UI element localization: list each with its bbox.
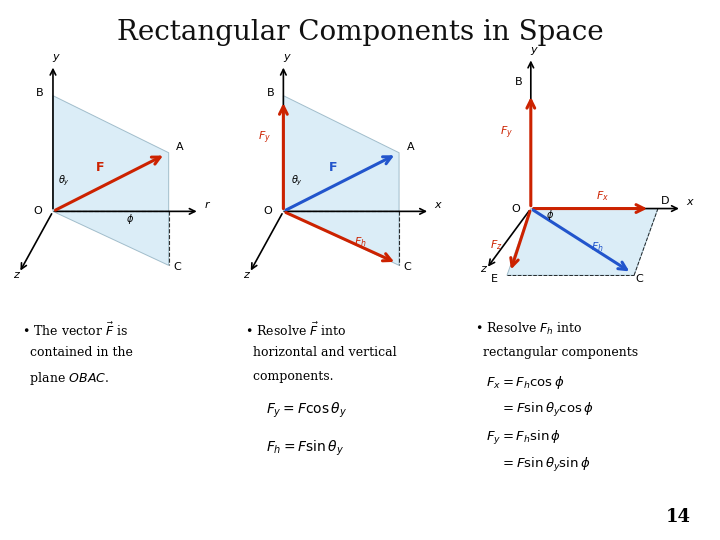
Text: x: x [435,200,441,210]
Text: $\mathbf{F}$: $\mathbf{F}$ [328,161,338,174]
Text: D: D [661,196,670,206]
Text: $F_h$: $F_h$ [591,240,604,254]
Text: horizontal and vertical: horizontal and vertical [245,346,397,359]
Text: y: y [283,52,289,62]
Text: • Resolve $\vec{F}$ into: • Resolve $\vec{F}$ into [245,321,346,339]
Text: $F_y$: $F_y$ [500,125,513,141]
Text: Rectangular Components in Space: Rectangular Components in Space [117,19,603,46]
Text: 14: 14 [666,509,691,526]
Text: $F_h$: $F_h$ [354,235,367,249]
Text: O: O [264,206,273,217]
Text: $F_y = F_h\sin\phi$: $F_y = F_h\sin\phi$ [486,429,561,447]
Text: z: z [243,269,249,280]
Text: C: C [174,262,181,272]
Text: E: E [490,274,498,284]
Text: contained in the: contained in the [22,346,132,359]
Text: rectangular components: rectangular components [475,346,639,359]
Text: • Resolve $F_h$ into: • Resolve $F_h$ into [475,321,582,338]
Text: A: A [176,141,184,152]
Text: $\mathbf{F}$: $\mathbf{F}$ [94,161,104,174]
Text: A: A [407,141,415,152]
Text: • The vector $\vec{F}$ is: • The vector $\vec{F}$ is [22,321,127,339]
Text: $F_y = F\cos\theta_y$: $F_y = F\cos\theta_y$ [266,401,348,420]
Text: $\theta_y$: $\theta_y$ [58,174,70,188]
Text: $F_x = F_h\cos\phi$: $F_x = F_h\cos\phi$ [486,374,564,390]
Text: B: B [36,87,44,98]
Text: $F_y$: $F_y$ [258,130,271,146]
Text: components.: components. [245,370,333,383]
Text: z: z [480,264,486,274]
Text: O: O [511,204,520,213]
Text: O: O [33,206,42,217]
Text: C: C [635,274,643,284]
Text: y: y [531,45,537,55]
Text: $= F\sin\theta_y\sin\phi$: $= F\sin\theta_y\sin\phi$ [500,456,591,474]
Text: plane $\mathit{OBAC}$.: plane $\mathit{OBAC}$. [22,370,109,387]
Text: z: z [13,269,19,280]
Text: r: r [204,200,209,210]
Text: $F_z$: $F_z$ [490,238,502,252]
Text: y: y [53,52,59,62]
Text: B: B [266,87,274,98]
Polygon shape [507,208,658,275]
Text: x: x [687,198,693,207]
Text: $F_h = F\sin\theta_y$: $F_h = F\sin\theta_y$ [266,438,344,458]
Polygon shape [53,96,168,265]
Text: B: B [516,77,523,86]
Text: $\phi$: $\phi$ [546,208,554,222]
Text: C: C [404,262,411,272]
Polygon shape [284,96,399,265]
Text: $= F\sin\theta_y\cos\phi$: $= F\sin\theta_y\cos\phi$ [500,401,594,418]
Text: $\theta_y$: $\theta_y$ [291,174,303,188]
Text: $F_x$: $F_x$ [595,189,609,203]
Text: $\phi$: $\phi$ [126,212,134,226]
